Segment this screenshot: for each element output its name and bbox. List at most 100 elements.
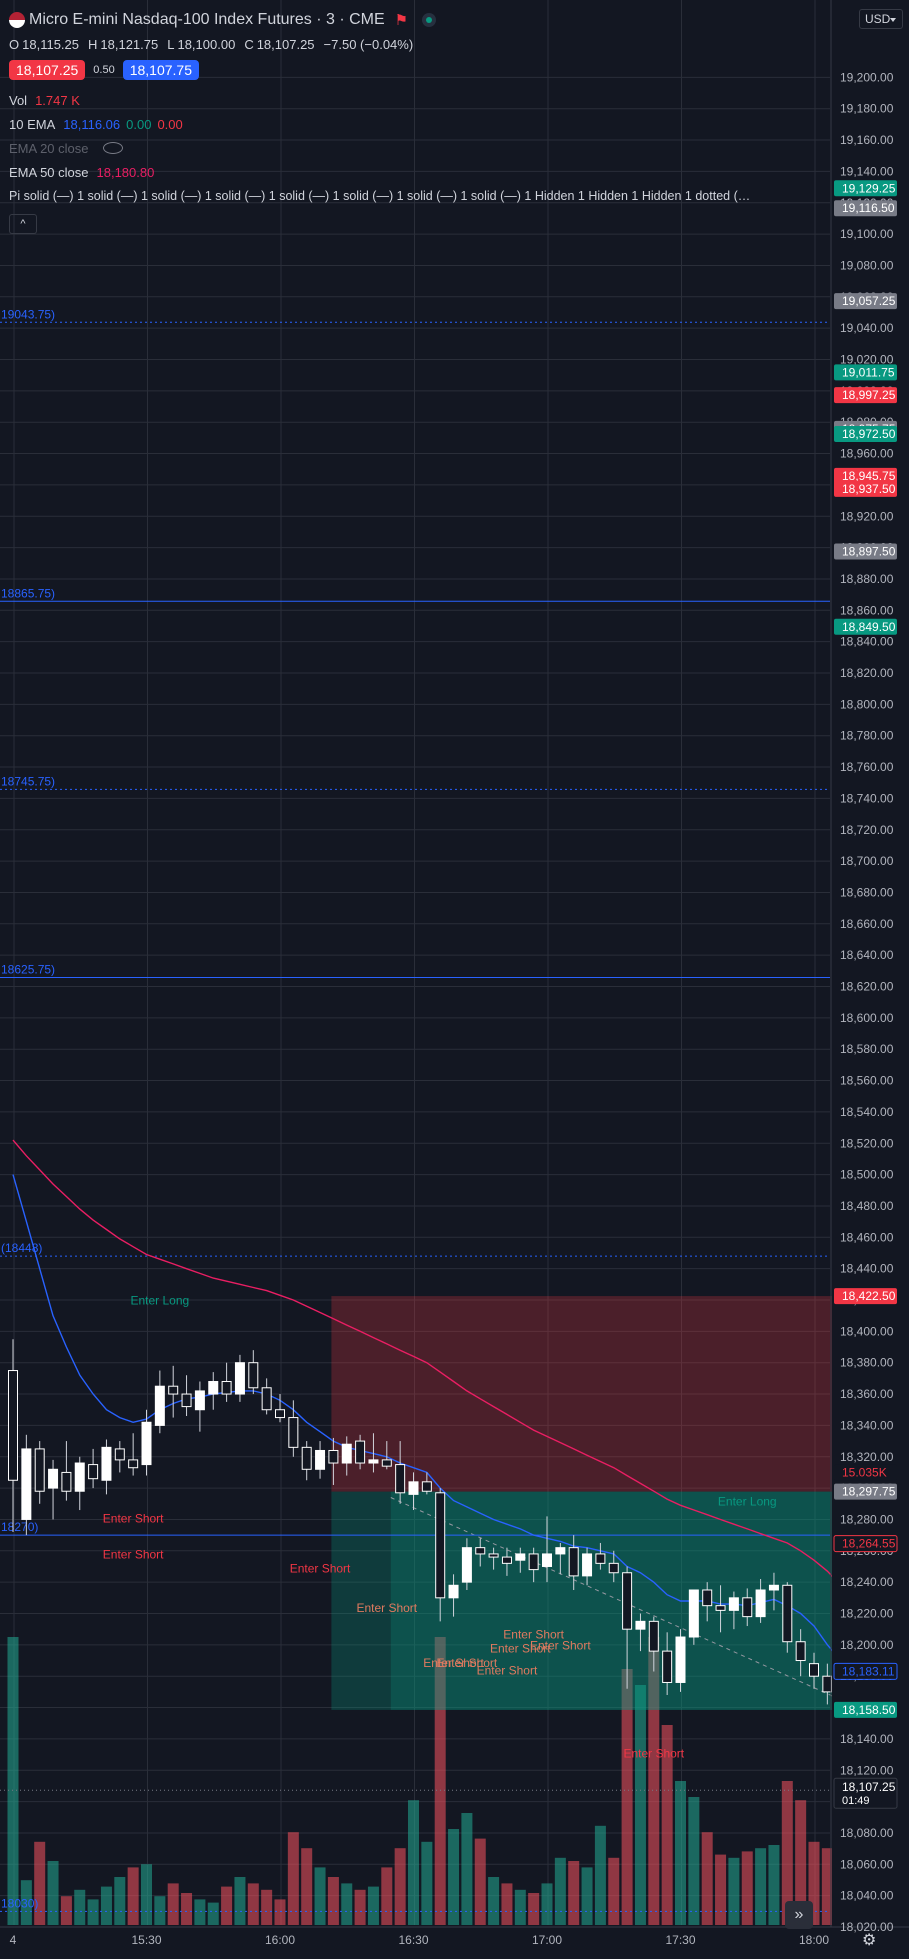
volume-bar [394,1848,406,1925]
high-value: 18,121.75 [100,36,159,52]
y-tick-label: 19,200.00 [840,70,894,84]
price-badge-label: 19,116.50 [842,201,895,215]
chevron-up-icon: ^ [20,218,26,230]
volume-bar [221,1886,233,1925]
volume-bar [47,1861,59,1925]
symbol-row: Micro E-mini Nasdaq-100 Index Futures · … [9,8,829,32]
pivots-row[interactable]: Pi solid (—) 1 solid (—) 1 solid (—) 1 s… [9,184,829,208]
candle-body [208,1381,219,1395]
y-tick-label: 18,600.00 [840,1011,894,1025]
y-tick-label: 18,480.00 [840,1199,894,1213]
candle-body [128,1459,139,1469]
volume-bar [634,1685,646,1925]
sell-button[interactable]: 18,107.25 [9,60,86,80]
pivot-level-label: 18745.75) [1,774,55,788]
price-badge-label: 18,422.50 [842,1289,896,1303]
buy-button[interactable]: 18,107.75 [122,60,200,80]
price-badge-label: 18,183.11 [842,1664,895,1678]
y-tick-label: 19,100.00 [840,227,894,241]
x-tick-label: 15:30 [131,1933,161,1947]
volume-bar [194,1899,206,1925]
signal-label: Enter Long [130,1294,189,1308]
candle-body [715,1605,726,1611]
spread-value: 0.50 [93,64,115,76]
ema10-value-2: 0.00 [126,116,152,132]
ema-50-line [12,1139,855,1602]
flag-icon[interactable]: ⚑ [394,12,409,29]
hidden-eye-icon[interactable] [102,142,123,154]
volume-bar [488,1877,500,1925]
volume-bar [301,1848,313,1925]
candle-body [461,1547,472,1583]
low-label: L [167,36,175,52]
price-badge-label: 19,011.75 [842,365,895,379]
y-tick-label: 18,760.00 [840,760,894,774]
y-tick-label: 18,960.00 [840,447,894,461]
y-tick-label: 18,620.00 [840,980,894,994]
volume-bar [100,1886,112,1925]
pivot-level-label: 18625.75) [1,962,55,976]
candle-body [288,1417,299,1448]
y-tick-label: 18,240.00 [840,1575,894,1589]
price-badge [834,180,897,197]
x-tick-label: 17:00 [532,1933,562,1947]
candle-body [141,1421,152,1466]
ema50-row[interactable]: EMA 50 close 18,180.80 [9,160,829,184]
volume-bar [381,1867,393,1925]
price-badge [833,1535,898,1553]
price-badge [834,618,897,635]
last-price-label: 18,107.25 [842,1780,896,1794]
high-label: H [88,36,98,52]
pivot-level-label: 18030) [1,1896,38,1910]
price-badge [834,425,897,442]
symbol-title[interactable]: Micro E-mini Nasdaq-100 Index Futures · … [29,11,385,28]
y-tick-label: 19,020.00 [840,353,894,367]
candle-body [48,1468,59,1489]
grid [0,0,830,1928]
volume-bar [287,1832,299,1925]
candle-body [114,1448,125,1461]
ema10-row[interactable]: 10 EMA 18,116.06 0.00 0.00 [9,112,829,136]
pivot-levels: 19043.75) 18865.75) 18745.75) 18625.75) (184… [0,307,830,1912]
close-label: C [244,36,254,52]
market-status-icon[interactable] [422,13,437,27]
countdown-label: 01:49 [842,1795,870,1807]
volume-bar [408,1800,419,1925]
pivot-level-label: 18865.75) [1,586,55,600]
ema20-row[interactable]: EMA 20 close [9,136,829,160]
price-badge-label: 18,972.50 [842,427,896,441]
y-tick-label: 18,580.00 [840,1042,894,1056]
stop-loss-zone [331,1296,859,1492]
signal-label: Enter Short [356,1601,417,1615]
volume-bar [741,1851,753,1925]
candle-body [675,1636,686,1683]
volume-bar [808,1841,820,1925]
candle-body [542,1553,552,1567]
price-badge-label: 18,297.75 [842,1485,896,1499]
price-badge [834,480,897,497]
candle-body [88,1464,99,1480]
candle-body [395,1464,406,1494]
scroll-to-realtime-button[interactable]: » [785,1901,813,1929]
y-tick-label: 19,080.00 [840,258,894,272]
candle-body [475,1547,486,1555]
candle-body [275,1409,285,1419]
currency-select[interactable]: USD [859,9,903,29]
settings-gear-icon[interactable]: ⚙ [862,1932,877,1949]
volume-bar [207,1902,219,1925]
candle-body [435,1492,446,1599]
collapse-legend-button[interactable]: ^ [9,214,37,234]
y-tick-label: 19,180.00 [840,102,894,116]
price-badge [834,387,897,404]
vol-row[interactable]: Vol 1.747 K [9,88,829,112]
volume-bar [795,1800,807,1925]
ema20-label: EMA 20 close [9,140,89,156]
candle-body [782,1584,793,1643]
signal-label: Enter Short [290,1562,351,1576]
volume-bar [234,1877,246,1925]
y-tick-label: 19,160.00 [840,133,894,147]
y-tick-label: 18,120.00 [840,1763,894,1777]
candle-body [355,1440,366,1464]
y-tick-label: 18,340.00 [840,1418,894,1432]
